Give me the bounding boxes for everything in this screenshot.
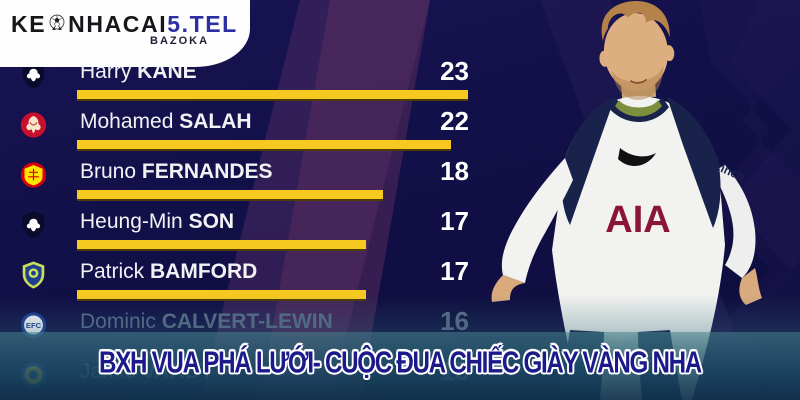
svg-text:AIA: AIA: [605, 199, 670, 241]
